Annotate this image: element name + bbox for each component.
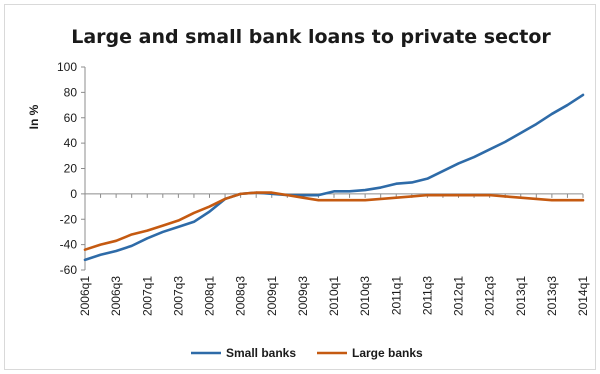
x-tick-label: 2008q1 [203, 276, 217, 316]
x-tick-label: 2007q1 [140, 276, 154, 316]
x-tick-label: 2013q1 [514, 276, 528, 316]
y-tick-label: 0 [70, 187, 77, 201]
x-tick-label: 2012q1 [452, 276, 466, 316]
x-tick-label: 2007q3 [171, 276, 185, 316]
legend-label: Small banks [226, 346, 296, 360]
y-tick-label: 20 [64, 162, 78, 176]
x-tick-labels: 2006q1 2006q3 2007q1 2007q3 2008q1 2008q3 2009… [78, 276, 590, 316]
y-tick-label: -40 [60, 238, 78, 252]
y-axis-label: In % [27, 104, 41, 129]
x-tick-label: 2009q3 [296, 276, 310, 316]
y-tick-label: -20 [60, 212, 78, 226]
x-tick-label: 2012q3 [483, 276, 497, 316]
y-tick-label: 80 [64, 85, 78, 99]
series-lines [83, 93, 585, 262]
series-line-small-banks [83, 93, 585, 262]
x-tick-label: 2010q1 [327, 276, 341, 316]
series-line-large-banks [83, 191, 585, 251]
chart-frame: Large and small bank loans to private se… [4, 4, 596, 370]
axes [81, 66, 584, 271]
legend: Small banks Large banks [191, 346, 423, 360]
x-tick-label: 2014q1 [576, 276, 590, 316]
x-tick-label: 2013q3 [545, 276, 559, 316]
legend-label: Large banks [352, 346, 423, 360]
y-tick-label: -60 [60, 263, 78, 277]
x-tick-label: 2008q3 [234, 276, 248, 316]
y-tick-label: 40 [64, 136, 78, 150]
x-tick-label: 2006q1 [78, 276, 92, 316]
x-tick-label: 2009q1 [265, 276, 279, 316]
y-tick-labels: 100 80 60 40 20 0 -20 -40 -60 [57, 60, 77, 277]
x-tick-label: 2011q1 [389, 276, 403, 315]
x-tick-label: 2011q3 [420, 276, 434, 315]
y-tick-label: 60 [64, 111, 78, 125]
x-tick-label: 2010q3 [358, 276, 372, 316]
line-chart: Large and small bank loans to private se… [27, 26, 590, 360]
y-tick-label: 100 [57, 60, 77, 74]
x-tick-label: 2006q3 [109, 276, 123, 316]
chart-title: Large and small bank loans to private se… [71, 26, 551, 48]
